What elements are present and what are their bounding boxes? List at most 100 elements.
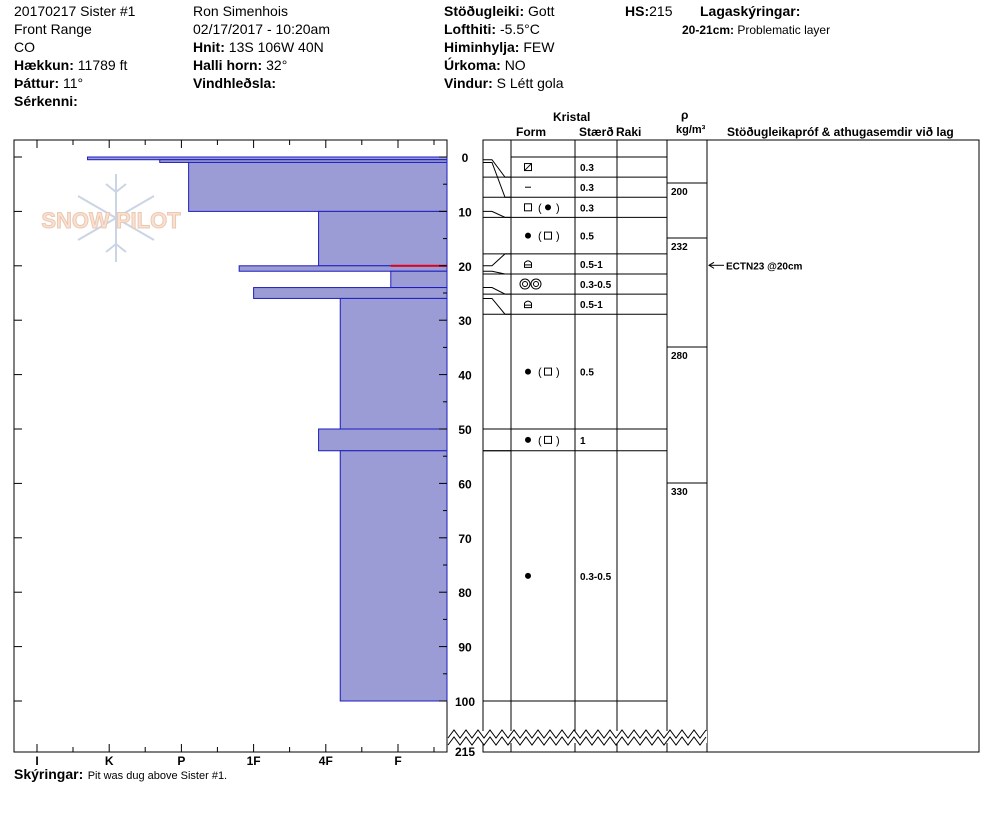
dot-shape [525, 436, 531, 443]
crystal-size: 0.3-0.5 [580, 572, 612, 583]
hardness-tick-label: P [177, 754, 185, 768]
depth-tick-label: 60 [458, 477, 472, 491]
datetime: 02/17/2017 - 10:20am [193, 21, 330, 37]
depth-break [447, 729, 707, 746]
paren-close: ) [556, 231, 560, 243]
paren-close: ) [556, 202, 560, 214]
sky: Himinhylja: FEW [444, 39, 555, 55]
depth-tick-label: 90 [458, 641, 472, 655]
depth-tick-label: 20 [458, 260, 472, 274]
circle-inner [522, 281, 528, 288]
circle-shape [519, 278, 531, 290]
depth-tick-label: 10 [458, 205, 472, 219]
density-value: 330 [671, 487, 688, 498]
windload-label: Vindhleðsla: [193, 75, 276, 91]
snowpilot-logo: SNOW PILOT [41, 174, 182, 262]
row-connector [483, 210, 511, 218]
cup-shape [524, 300, 532, 309]
square-shape [544, 435, 552, 444]
state: CO [14, 39, 35, 55]
crystal-header: Kristal [553, 110, 591, 124]
crystal-size: 0.5-1 [580, 260, 603, 271]
moisture-header: Raki [616, 125, 642, 139]
circle-inner [533, 281, 539, 288]
test-marks: ECTN23 @20cm [708, 261, 803, 272]
break-mask [448, 731, 707, 743]
crystal-form-dot-icon [525, 572, 531, 579]
depth-tick-label: 0 [462, 151, 469, 165]
crystal-form-dot-square-icon: () [525, 435, 560, 447]
problematic-layer-marker [390, 264, 447, 267]
square-shape [524, 203, 532, 212]
hardness-layer [188, 161, 448, 212]
features-label: Sérkenni: [14, 93, 78, 109]
paren-open: ( [538, 435, 542, 447]
aspect: Þáttur: 11° [14, 75, 84, 91]
paren-close: ) [556, 367, 560, 379]
depth-tick-label: 80 [458, 586, 472, 600]
tests-header: Stöðugleikapróf & athugasemdir við lag [727, 125, 954, 139]
crystal-form-square-dot-icon: () [524, 202, 560, 214]
density-marks: 200 232 280 330 [667, 182, 707, 498]
depth-tick-label: 100 [455, 695, 475, 709]
row-connector [483, 253, 511, 267]
size-header: Stærð [579, 125, 614, 139]
precip: Úrkoma: NO [444, 57, 526, 73]
crystal-form-rect-slash-icon [524, 163, 532, 172]
square-shape [544, 367, 552, 376]
break-zigzag [447, 736, 707, 746]
density-value: 200 [671, 187, 688, 198]
snow-height: HS:215 [625, 3, 673, 19]
row-connector [483, 159, 511, 178]
depth-tick-label: 40 [458, 369, 472, 383]
hardness-layer [339, 297, 448, 430]
observer: Ron Simenhois [193, 3, 288, 19]
break-zigzag [447, 729, 707, 739]
hardness-axis: I K P 1F 4F F [35, 140, 435, 768]
density-value: 232 [671, 242, 688, 253]
depth-tick-label: 30 [458, 314, 472, 328]
test-label: ECTN23 @20cm [726, 261, 803, 272]
pit-name: 20170217 Sister #1 [14, 3, 136, 19]
notes: Skýringar: Pit was dug above Sister #1. [14, 766, 228, 782]
slash-shape [524, 163, 532, 171]
dot-shape [545, 204, 551, 211]
row-connector [483, 161, 511, 198]
hardness-tick-label: 4F [319, 754, 333, 768]
crystal-size: 0.5 [580, 368, 594, 379]
hardness-tick-label: K [105, 754, 114, 768]
cup-shape [524, 260, 532, 268]
crystal-form-dot-square-icon: () [525, 231, 560, 243]
paren-close: ) [556, 435, 560, 447]
legend-title: Lagaskýringar: [700, 3, 801, 19]
row-connector [483, 287, 511, 295]
hardness-layer [339, 450, 448, 702]
legend-entry: 20-21cm: Problematic layer [682, 23, 831, 37]
dot-shape [525, 572, 531, 579]
crystal-size: 1 [580, 436, 586, 447]
crystal-size: 0.3 [580, 183, 594, 194]
crystal-form-double-circle-icon [519, 278, 542, 290]
paren-open: ( [538, 202, 542, 214]
row-connector [483, 297, 511, 315]
depth-tick-label: 70 [458, 532, 472, 546]
depth-tick-label: 50 [458, 423, 472, 437]
crystal-form-cup-icon [524, 300, 532, 309]
paren-open: ( [538, 367, 542, 379]
square-shape [524, 163, 532, 172]
crystal-size: 0.3 [580, 163, 594, 174]
crystal-size: 0.5-1 [580, 300, 603, 311]
depth-axis: 0 10 20 30 40 50 60 70 80 90 100 215 [14, 151, 475, 759]
density-unit: kg/m³ [676, 124, 706, 136]
test-arrowhead-icon [708, 261, 715, 269]
hardness-layer [318, 428, 448, 452]
rho-header: ρ [681, 108, 689, 122]
crystal-form-cup-icon [524, 260, 532, 268]
logo-text: SNOW PILOT [41, 208, 181, 233]
hardness-layers [87, 156, 448, 702]
hardness-tick-label: I [35, 754, 38, 768]
row-connector [483, 270, 511, 275]
circle-shape [530, 278, 542, 290]
crystal-size: 0.3 [580, 203, 594, 214]
coords: Hnit: 13S 106W 40N [193, 39, 324, 55]
